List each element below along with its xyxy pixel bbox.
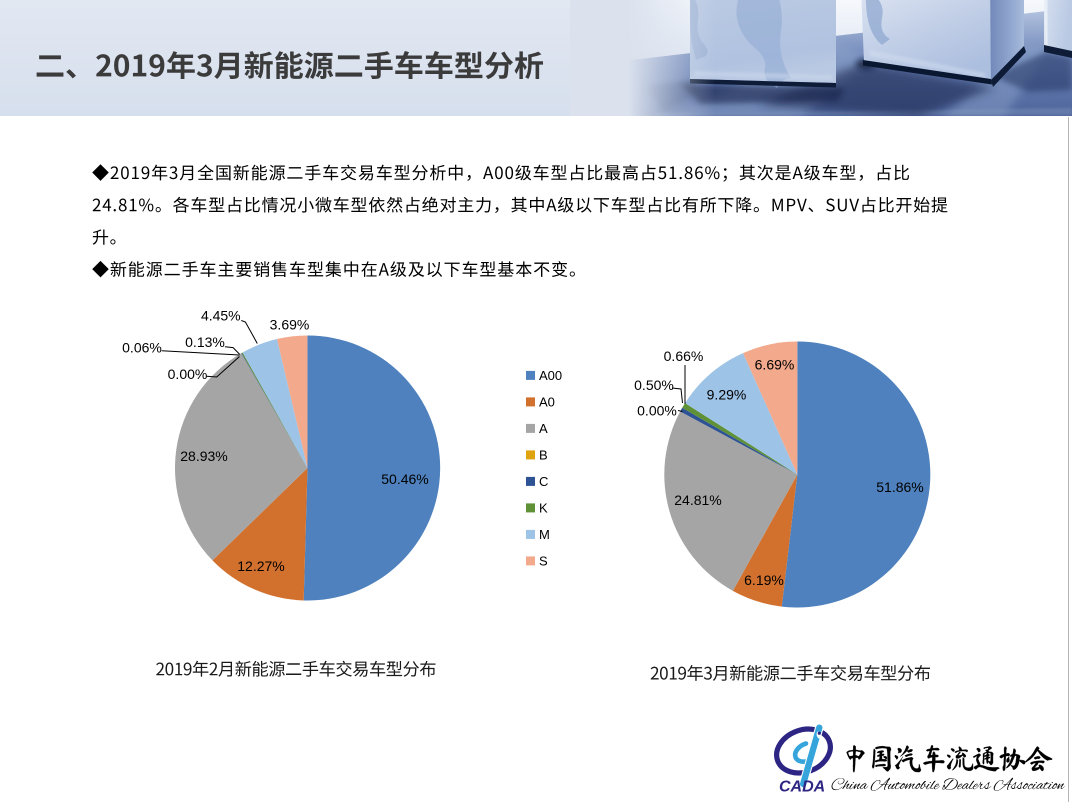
svg-text:4.45%: 4.45% [201, 307, 241, 323]
svg-text:24.81%: 24.81% [674, 492, 721, 508]
svg-text:A00: A00 [539, 368, 562, 383]
svg-text:6.69%: 6.69% [755, 356, 795, 372]
svg-text:0.50%: 0.50% [634, 377, 674, 393]
svg-text:CADA: CADA [779, 779, 825, 796]
svg-text:3.69%: 3.69% [270, 317, 310, 333]
svg-text:6.19%: 6.19% [744, 572, 784, 588]
svg-text:28.93%: 28.93% [180, 448, 227, 464]
svg-text:B: B [539, 447, 548, 462]
svg-text:9.29%: 9.29% [707, 387, 747, 403]
svg-text:51.86%: 51.86% [876, 479, 923, 495]
svg-text:C: C [539, 474, 548, 489]
svg-text:0.00%: 0.00% [168, 366, 208, 382]
svg-text:0.06%: 0.06% [122, 340, 162, 356]
svg-text:0.13%: 0.13% [185, 334, 225, 350]
svg-text:A: A [539, 421, 548, 436]
svg-text:M: M [539, 527, 550, 542]
svg-text:K: K [539, 500, 548, 515]
svg-text:12.27%: 12.27% [237, 558, 284, 574]
svg-text:0.00%: 0.00% [637, 403, 677, 419]
svg-text:A0: A0 [539, 394, 555, 409]
svg-text:0.66%: 0.66% [664, 348, 704, 364]
svg-text:S: S [539, 553, 548, 568]
svg-text:50.46%: 50.46% [381, 471, 428, 487]
